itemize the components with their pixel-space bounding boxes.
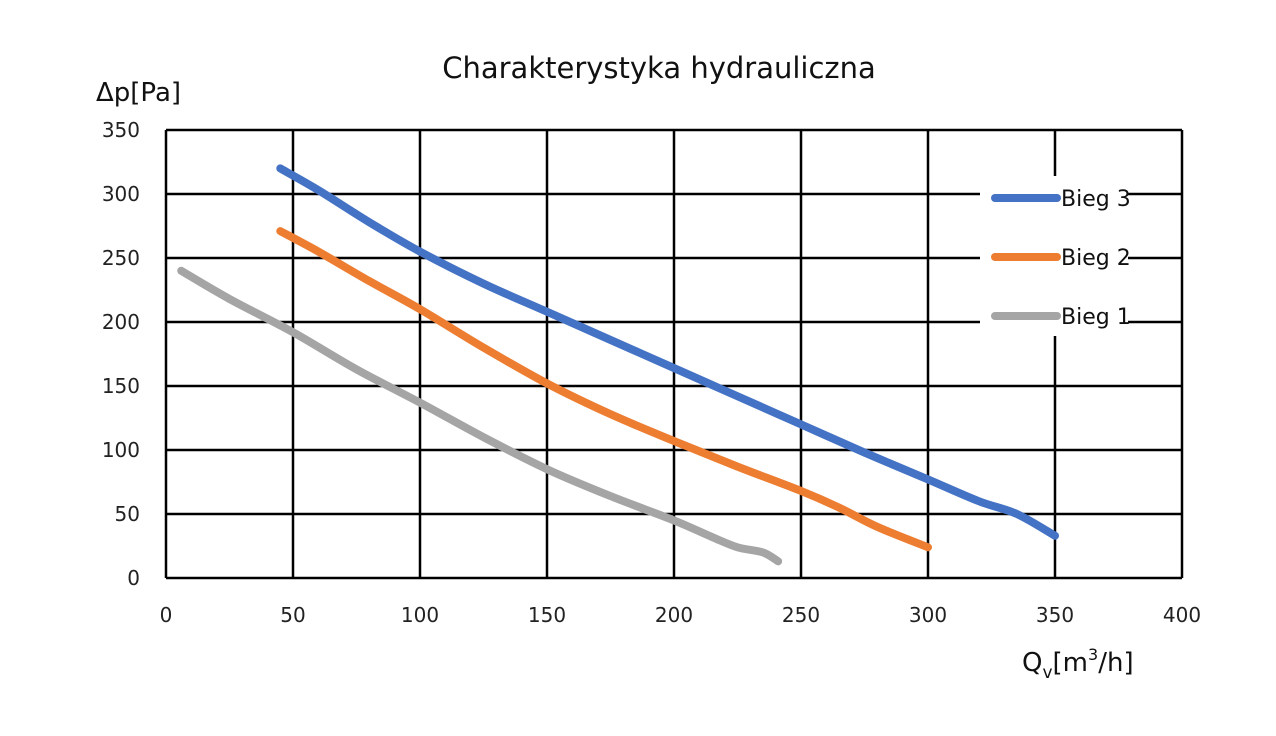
y-tick-label: 250: [102, 246, 140, 270]
x-axis-label: Qv[m3/h]: [1022, 645, 1134, 683]
legend-label: Bieg 3: [1061, 187, 1131, 212]
series-line-bieg-3: [276, 164, 1059, 540]
x-tick-label: 300: [909, 603, 947, 627]
series-lines: [177, 164, 1059, 566]
y-axis-label: Δp[Pa]: [96, 78, 181, 108]
x-tick-label: 200: [655, 603, 693, 627]
y-tick-label: 300: [102, 182, 140, 206]
x-tick-label: 400: [1163, 603, 1201, 627]
x-tick-label: 150: [528, 603, 566, 627]
y-tick-label: 0: [127, 566, 140, 590]
x-axis-ticks: 0 50 100 150 200 250 300 350 400: [160, 603, 1201, 627]
x-tick-label: 50: [280, 603, 305, 627]
y-tick-label: 50: [115, 502, 140, 526]
y-axis-ticks: 0 50 100 150 200 250 300 350: [102, 118, 140, 590]
chart-title: Charakterystyka hydrauliczna: [442, 51, 876, 85]
y-tick-label: 100: [102, 438, 140, 462]
x-tick-label: 0: [160, 603, 173, 627]
legend: Bieg 3 Bieg 2 Bieg 1: [980, 176, 1131, 336]
y-tick-label: 200: [102, 310, 140, 334]
x-tick-label: 350: [1036, 603, 1074, 627]
legend-label: Bieg 2: [1061, 246, 1131, 271]
x-tick-label: 100: [401, 603, 439, 627]
series-line-bieg-2: [276, 227, 932, 552]
legend-label: Bieg 1: [1061, 305, 1131, 330]
x-tick-label: 250: [782, 603, 820, 627]
y-tick-label: 350: [102, 118, 140, 142]
y-tick-label: 150: [102, 374, 140, 398]
series-line-bieg-1: [177, 266, 783, 566]
